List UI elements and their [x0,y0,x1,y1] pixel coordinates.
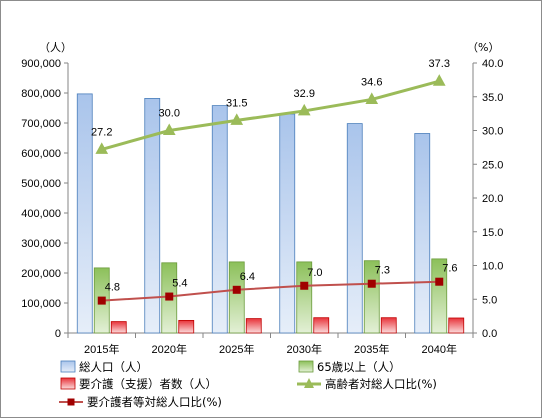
right-tick-label: 20.0 [482,193,503,205]
legend-square-marker [67,398,75,406]
triangle-marker [95,142,109,154]
axes: 0 100,000 200,000 300,000 400,000 500,000 600,… [21,58,503,356]
series-line [101,79,440,151]
bar [178,319,195,334]
left-tick-label: 0 [55,328,61,340]
right-tick-label: 10.0 [482,261,503,273]
triangle-marker [162,123,176,135]
data-label: 32.9 [294,88,315,100]
square-marker [97,296,106,305]
data-labels: 27.2 30.0 31.5 32.9 34.6 37.3 4.8 5.4 6.4 7.0 7.3 7… [91,58,458,293]
left-tick-label: 600,000 [21,148,61,160]
square-marker [367,279,376,288]
x-tick-label: 2035年 [354,342,389,356]
bar [346,123,363,334]
right-tick-label: 0.0 [482,328,497,340]
bar [110,321,127,334]
bar [363,260,380,334]
x-tick-label: 2020年 [152,342,187,356]
bar [245,318,262,334]
bar [279,113,296,334]
data-label: 34.6 [361,76,382,88]
data-label: 6.4 [240,271,255,283]
right-tick-label: 5.0 [482,294,497,306]
bar [414,133,431,334]
legend-swatch [60,377,76,390]
bar [76,93,93,334]
legend-swatch [298,360,314,373]
data-label: 37.3 [429,58,450,70]
right-tick-label: 35.0 [482,92,503,104]
bar [431,258,448,334]
bar-series [76,93,465,334]
square-marker [435,277,444,286]
bar [211,105,228,334]
bar [380,317,397,334]
data-label: 30.0 [159,108,180,120]
legend-label: 要介護（支援）者数（人） [79,377,217,391]
legend-label: 要介護者等対総人口比(%) [87,395,222,409]
series-line [101,280,440,302]
right-tick-label: 30.0 [482,126,503,138]
left-tick-label: 800,000 [21,88,61,100]
left-tick-label: 700,000 [21,118,61,130]
bar [313,317,330,334]
data-label: 5.4 [172,278,187,290]
data-label: 7.0 [307,267,322,279]
bar [228,261,245,334]
x-tick-label: 2015年 [84,342,119,356]
square-marker [300,281,309,290]
legend-label: 高齢者対総人口比(%) [325,377,437,391]
data-label: 7.3 [375,265,390,277]
triangle-marker [432,74,446,86]
triangle-marker [365,92,379,104]
x-tick-label: 2030年 [287,342,322,356]
left-axis-unit: （人） [39,41,72,54]
left-tick-label: 500,000 [21,178,61,190]
square-marker [165,292,174,301]
legend-label: 65歳以上（人） [317,360,401,374]
bar [448,317,465,334]
bar [296,261,313,334]
legend: 総人口（人） 65歳以上（人） 要介護（支援）者数（人） 高齢者対総人口比(%) 要介護… [59,360,437,409]
legend-swatch [60,360,76,373]
left-tick-label: 900,000 [21,58,61,70]
square-marker [232,285,241,294]
right-tick-label: 40.0 [482,58,503,70]
legend-label: 総人口（人） [79,360,148,374]
left-tick-label: 300,000 [21,238,61,250]
right-axis-unit: （%） [467,41,499,54]
triangle-marker [230,113,244,125]
left-tick-label: 400,000 [21,208,61,220]
bar [144,98,161,334]
data-label: 7.6 [442,263,457,275]
data-label: 27.2 [91,126,112,138]
left-tick-label: 200,000 [21,268,61,280]
line-series [95,74,446,305]
right-tick-label: 25.0 [482,159,503,171]
legend-triangle-marker [304,378,314,388]
right-tick-label: 15.0 [482,227,503,239]
data-label: 31.5 [226,97,247,109]
data-label: 4.8 [105,282,120,294]
triangle-marker [297,103,311,116]
x-tick-label: 2025年 [219,342,254,356]
x-tick-label: 2040年 [422,342,457,356]
left-tick-label: 100,000 [21,298,61,310]
